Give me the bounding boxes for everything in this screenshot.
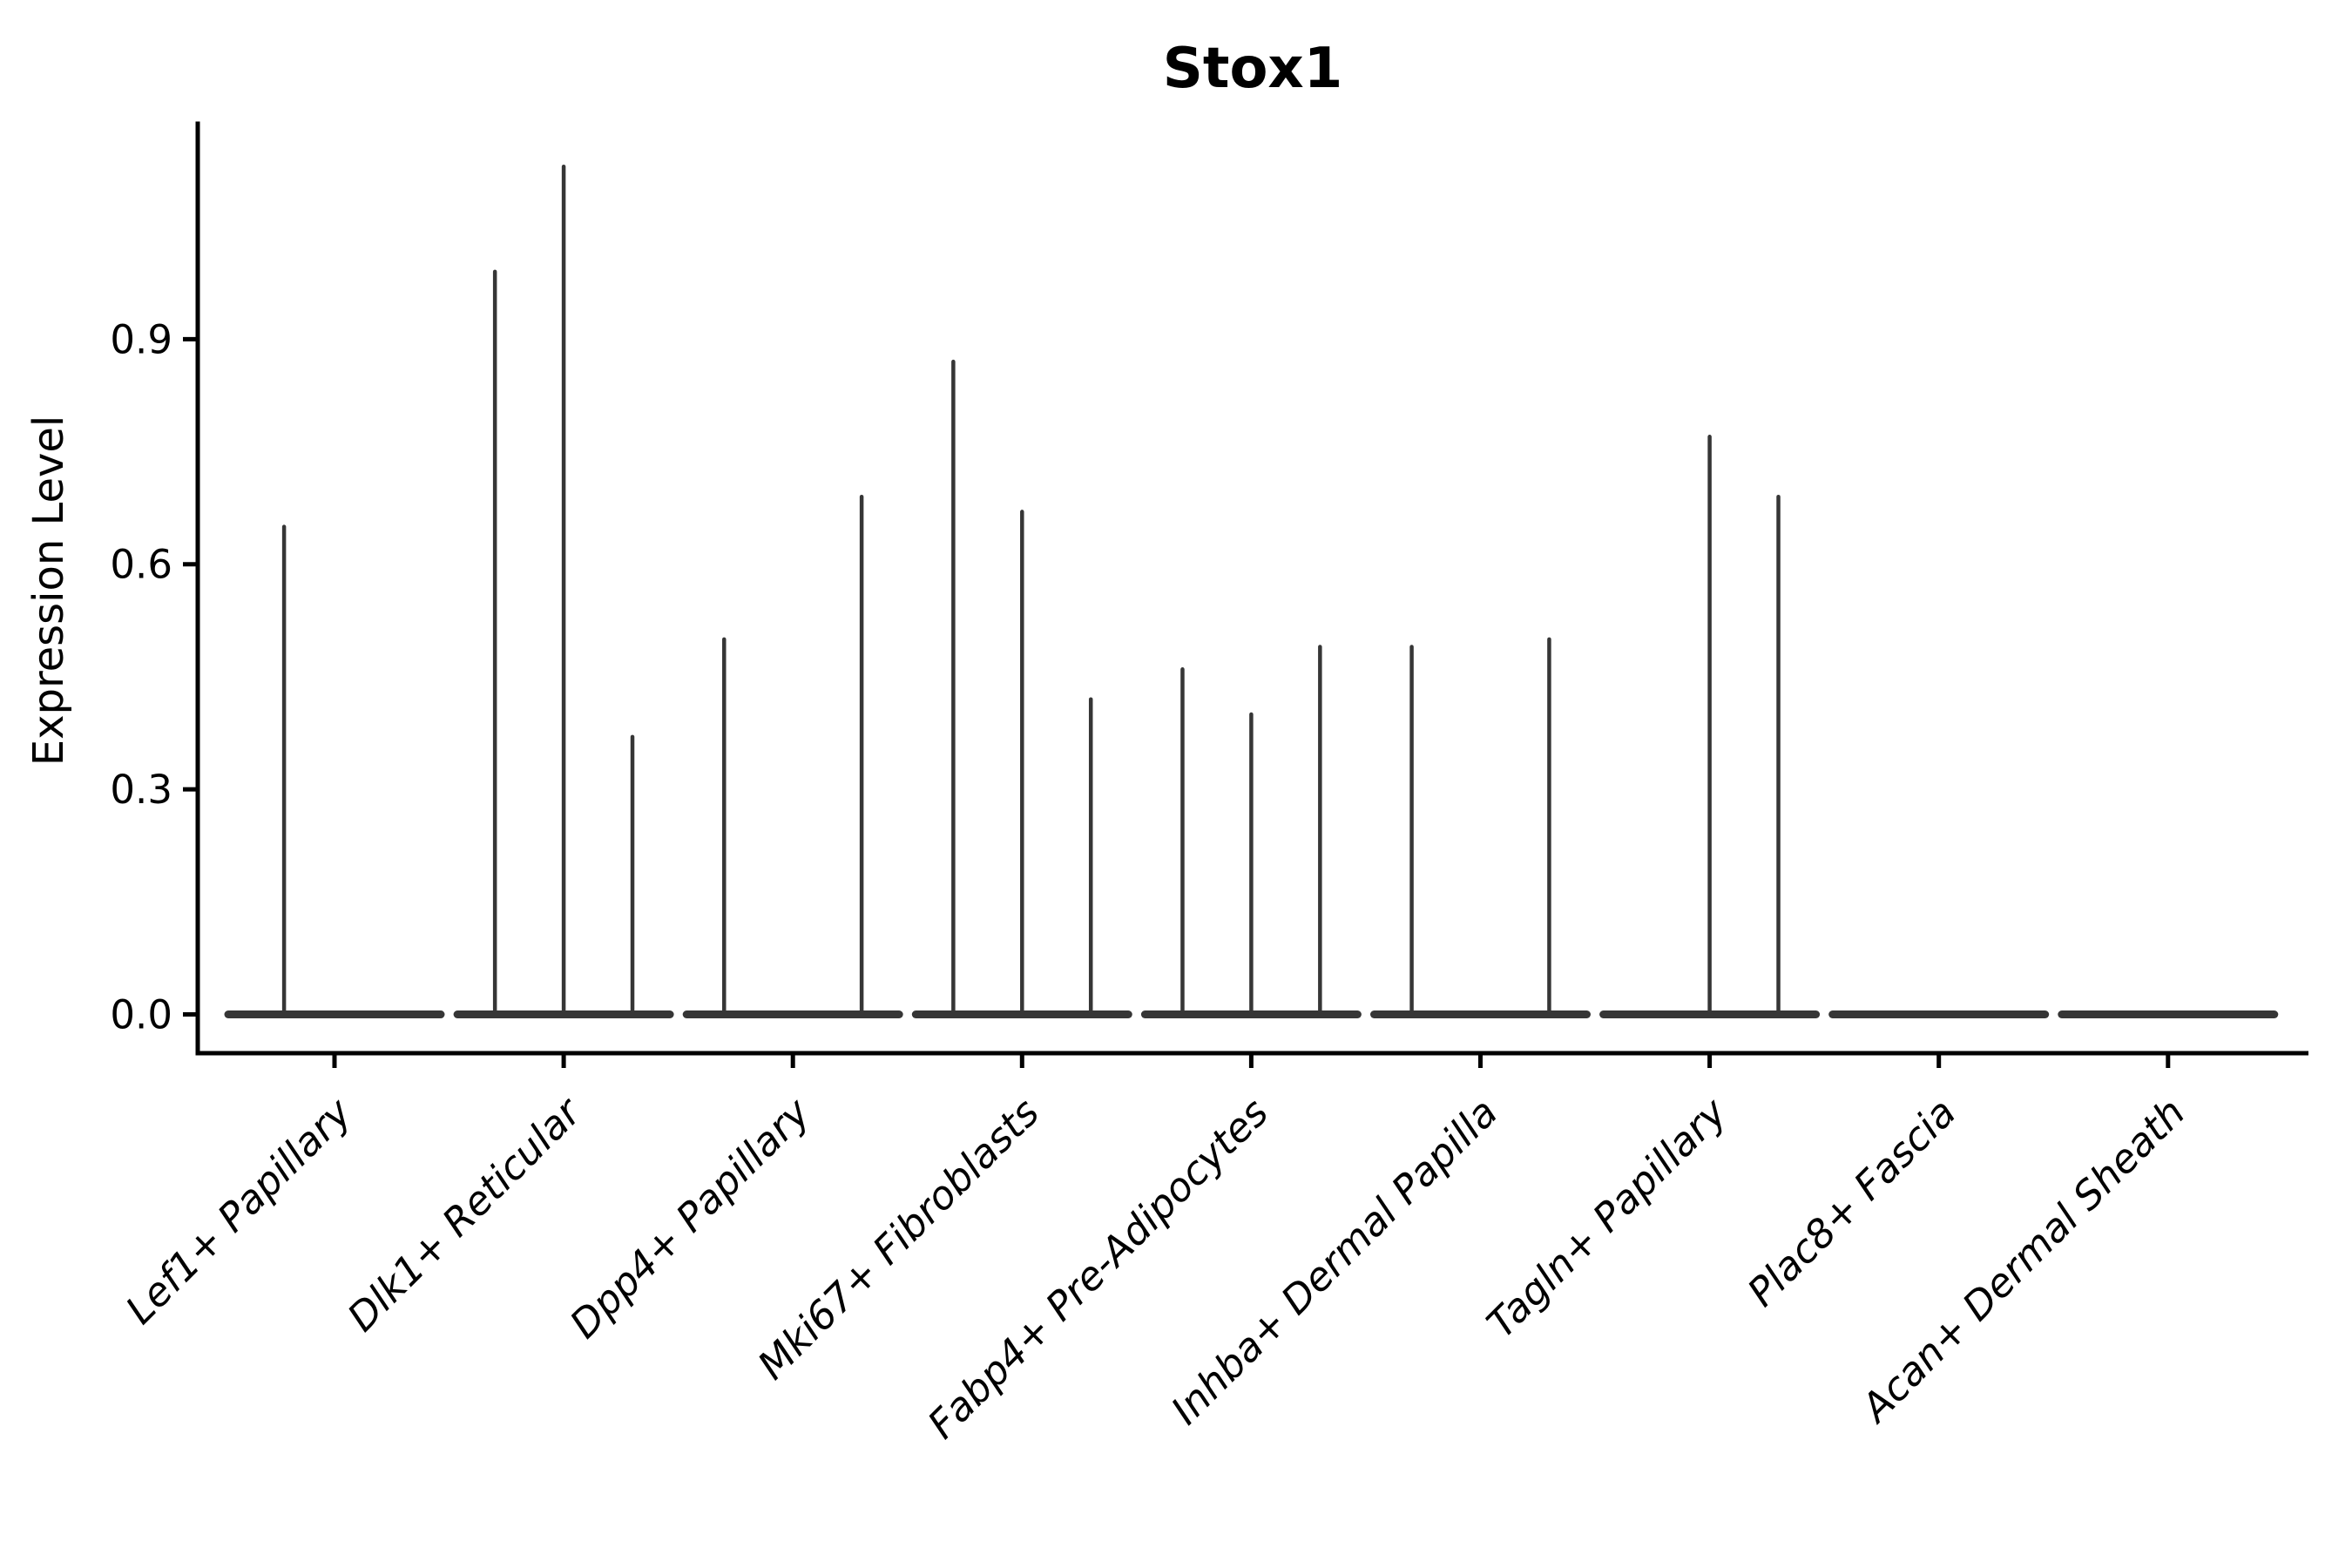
axis-spines (195, 121, 2308, 1056)
y-tick-label: 0.6 (110, 542, 172, 588)
y-tick-label: 0.0 (110, 992, 172, 1038)
x-category-label: Lef1+ Papillary (117, 1088, 362, 1333)
x-category-label: Dlk1+ Reticular (339, 1088, 591, 1341)
y-tick-label: 0.3 (110, 767, 172, 813)
chart-title: Stox1 (1163, 37, 1342, 101)
x-category-label: Dpp4+ Papillary (561, 1088, 820, 1347)
x-category-label: Plac8+ Fascia (1739, 1089, 1965, 1315)
x-category-label: Tagln+ Papillary (1477, 1088, 1736, 1347)
y-tick-label: 0.9 (110, 316, 172, 362)
y-axis-label: Expression Level (24, 416, 73, 767)
